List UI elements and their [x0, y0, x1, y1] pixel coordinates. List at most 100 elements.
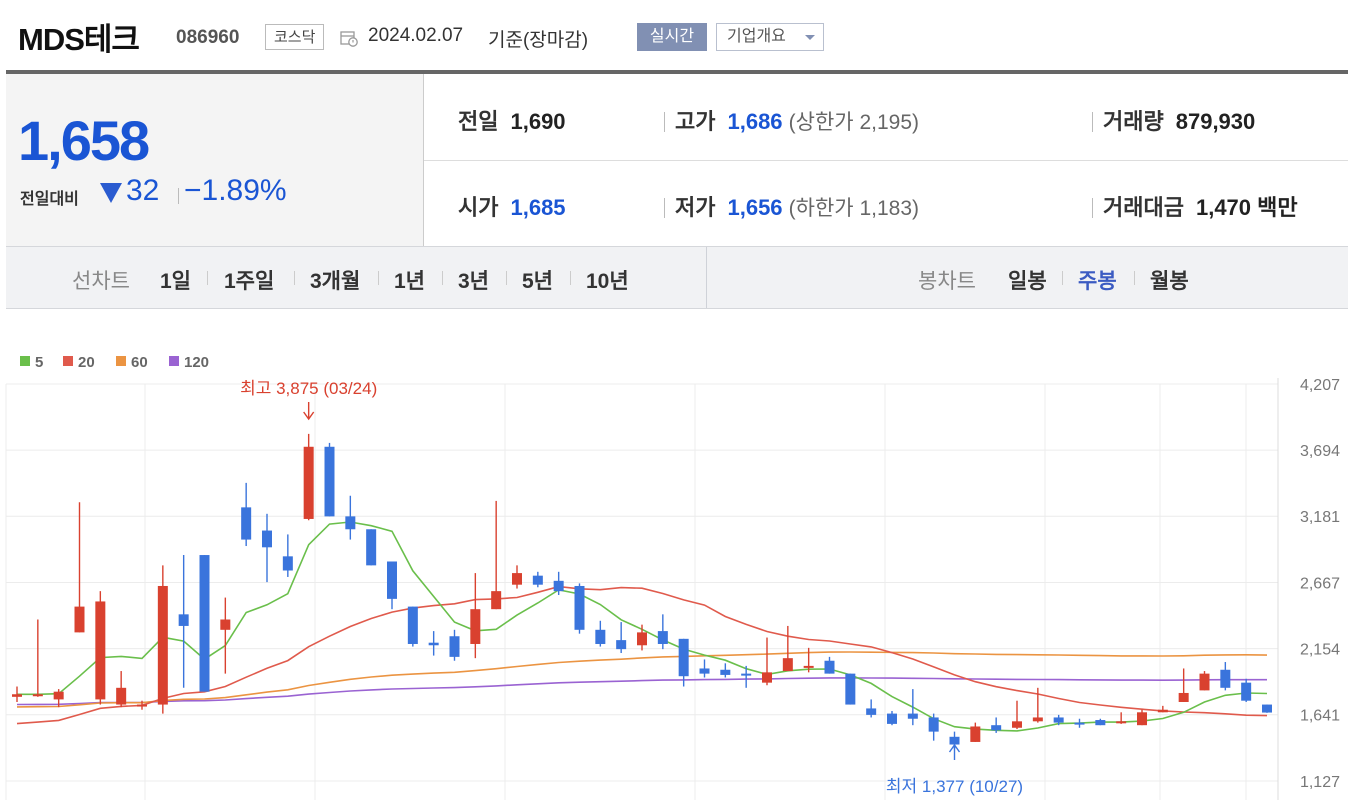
low-cell: 저가 1,656 (하한가 1,183): [664, 190, 919, 222]
candle-body: [407, 606, 418, 644]
min-annotation: 최저 1,377 (10/27): [886, 777, 1023, 796]
amount-value: 1,470: [1195, 195, 1252, 220]
candle-body: [970, 726, 981, 742]
candle-body: [512, 573, 522, 585]
candle-body: [387, 561, 397, 599]
candle-body: [824, 660, 835, 674]
low-label: 저가: [675, 195, 716, 220]
candle-body: [1241, 682, 1252, 701]
quote-panel: 1,658 전일대비 32 −1.89% 전일 1,690 고가 1,686 (상한…: [6, 74, 1348, 247]
candle-body: [803, 665, 814, 668]
candle-body: [1262, 704, 1272, 713]
candle-body: [53, 691, 64, 700]
candle-body: [1116, 721, 1127, 724]
amount-unit: 백만: [1257, 195, 1298, 220]
candle-body: [282, 556, 293, 571]
candle-body: [220, 619, 231, 630]
candle-body: [678, 638, 689, 677]
volume-cell: 거래량 879,930: [1092, 104, 1255, 136]
legend-label: 20: [78, 354, 95, 371]
min-arrow-head: [948, 743, 961, 753]
candle-body: [157, 585, 168, 705]
high-label: 고가: [675, 109, 716, 134]
compare-label: 전일대비: [20, 191, 79, 208]
stock-code: 086960: [176, 27, 240, 48]
legend-swatch: [20, 356, 30, 366]
candlestick-chart: 4,207 3,694 3,181 2,667 2,154 1,641 1,127 5 20 60…: [5, 354, 1340, 800]
y-tick-label: 3,694: [1300, 443, 1340, 460]
company-overview-dropdown[interactable]: 기업개요: [716, 23, 824, 51]
low-value: 1,656: [727, 195, 783, 220]
change-rate: −1.89%: [184, 174, 287, 207]
tab-period-5y[interactable]: 5년: [522, 270, 553, 293]
candle-body: [1157, 709, 1168, 713]
y-tick-label: 3,181: [1300, 509, 1340, 526]
candle-body: [553, 580, 564, 592]
candle-body: [1199, 673, 1210, 691]
candle-body: [345, 516, 356, 530]
candle-body: [657, 631, 668, 644]
candle-body: [1178, 692, 1189, 702]
tab-period-1y[interactable]: 1년: [394, 270, 425, 293]
candle-body: [741, 673, 752, 676]
tab-period-1d[interactable]: 1일: [160, 270, 191, 293]
realtime-button[interactable]: 실시간: [637, 23, 707, 51]
y-tick-label: 4,207: [1300, 377, 1340, 394]
candle-body: [907, 713, 918, 719]
line-chart-label: 선차트: [72, 270, 130, 293]
candle-body: [532, 575, 543, 585]
company-overview-label: 기업개요: [727, 28, 786, 45]
amount-cell: 거래대금 1,470 백만: [1092, 190, 1298, 222]
separator: [664, 112, 665, 132]
candle-body: [428, 642, 439, 646]
candle-body: [887, 713, 897, 724]
legend-swatch: [63, 356, 73, 366]
tab-period-1w[interactable]: 1주일: [224, 270, 275, 293]
separator: [378, 271, 379, 285]
candle-body: [491, 591, 502, 610]
open-cell: 시가 1,685: [458, 190, 566, 222]
candle-body: [782, 658, 793, 672]
market-badge: 코스닥: [265, 24, 325, 50]
y-tick-label: 2,667: [1300, 576, 1340, 593]
candle-body: [1053, 717, 1064, 723]
separator: [506, 271, 507, 285]
chevron-down-icon: [805, 35, 815, 40]
separator: [1092, 112, 1093, 132]
upper-limit: (상한가 2,195): [788, 111, 920, 134]
separator: [664, 198, 665, 218]
legend-label: 5: [35, 354, 43, 371]
prev-close-label: 전일: [458, 109, 499, 134]
y-tick-label: 2,154: [1300, 642, 1340, 659]
max-annotation: 최고 3,875 (03/24): [240, 379, 377, 398]
tab-candle-weekly[interactable]: 주봉: [1078, 270, 1117, 293]
candle-body: [595, 629, 606, 644]
current-price-box: 1,658 전일대비 32 −1.89%: [6, 74, 424, 246]
max-arrow-head: [303, 411, 315, 421]
row-divider: [424, 160, 1348, 161]
separator: [294, 271, 295, 285]
candle-body: [366, 529, 377, 566]
y-tick-label: 1,127: [1300, 774, 1340, 791]
lower-limit: (하한가 1,183): [788, 197, 920, 220]
tab-period-10y[interactable]: 10년: [586, 270, 629, 293]
volume-label: 거래량: [1103, 109, 1164, 134]
candle-body: [699, 668, 710, 674]
tab-period-3y[interactable]: 3년: [458, 270, 489, 293]
legend-swatch: [169, 356, 179, 366]
candle-body: [32, 694, 43, 697]
tab-period-3m[interactable]: 3개월: [310, 270, 361, 293]
candle-body: [241, 507, 252, 540]
volume-value: 879,930: [1175, 109, 1256, 134]
calendar-icon: [340, 31, 358, 47]
separator: [442, 271, 443, 285]
tab-candle-daily[interactable]: 일봉: [1008, 270, 1047, 293]
candle-body: [262, 530, 272, 548]
candle-body: [199, 555, 210, 692]
header-divider: [6, 70, 1348, 74]
ma20-line: [16, 585, 1268, 725]
tab-candle-monthly[interactable]: 월봉: [1150, 270, 1189, 293]
separator: [1092, 198, 1093, 218]
base-date-basis: 기준(장마감): [488, 30, 589, 51]
candle-body: [116, 687, 127, 705]
